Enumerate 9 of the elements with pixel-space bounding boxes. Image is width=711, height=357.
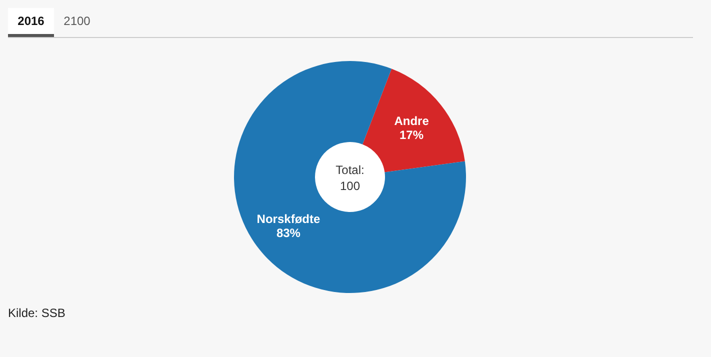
text: 100 (340, 179, 360, 193)
data-label: 83% (276, 226, 301, 240)
slice-label: Norskfødte (256, 212, 320, 226)
text: 2016 (8, 8, 54, 37)
text: Total: (336, 163, 364, 177)
slice-label: Andre (394, 114, 430, 128)
data-label: 17% (400, 128, 424, 142)
text: Kilde: SSB (8, 306, 66, 320)
text: 2100 (62, 13, 92, 30)
